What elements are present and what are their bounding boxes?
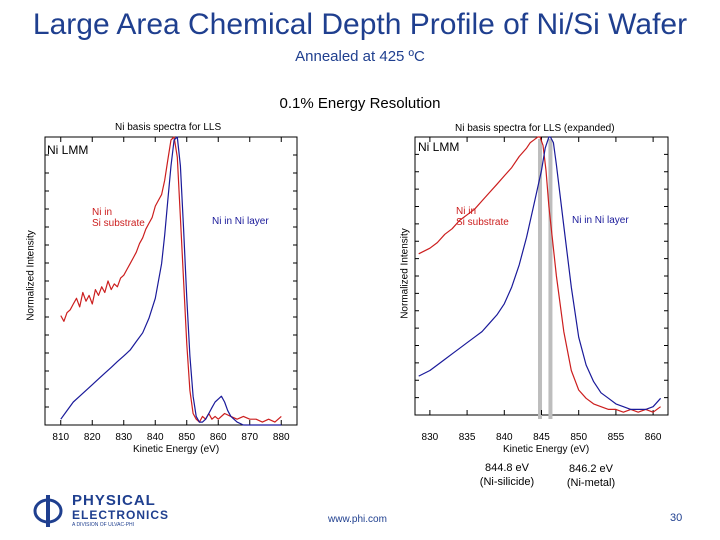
series-line-ni-in-ni-layer xyxy=(60,136,282,426)
left-chart-xlabel: Kinetic Energy (eV) xyxy=(133,444,220,455)
marker-metal-name: (Ni-metal) xyxy=(566,477,616,489)
right-chart: 830 835 840 845 850 855 860 xyxy=(414,136,669,443)
x-tick-label: 850 xyxy=(178,432,195,443)
right-annotation-substrate-line1: Ni in xyxy=(456,206,477,217)
x-tick-label: 820 xyxy=(84,432,101,443)
right-chart-xlabel: Kinetic Energy (eV) xyxy=(503,444,590,455)
x-tick-label: 840 xyxy=(147,432,164,443)
slide-subtitle: Annealed at 425 ºC xyxy=(295,48,425,65)
left-chart-title: Ni basis spectra for LLS xyxy=(115,122,222,133)
marker-metal-energy: 846.2 eV xyxy=(568,463,614,475)
company-logo: PHYSICAL ELECTRONICS A DIVISION OF ULVAC… xyxy=(32,492,168,528)
right-annotation-layer: Ni in Ni layer xyxy=(572,215,629,226)
energy-resolution-heading: 0.1% Energy Resolution xyxy=(279,95,441,112)
phi-logo-icon xyxy=(33,495,63,527)
left-annotation-substrate: Ni in Si substrate xyxy=(92,207,145,229)
left-annotation-substrate-line2: Si substrate xyxy=(92,218,145,229)
x-tick-label: 840 xyxy=(496,432,513,443)
series-line-ni-in-si-substrate xyxy=(418,136,661,413)
right-annotation-substrate: Ni in Si substrate xyxy=(456,206,509,228)
series-line-ni-in-ni-layer xyxy=(418,136,662,410)
left-annotation-layer: Ni in Ni layer xyxy=(212,216,269,227)
marker-silicide-energy: 844.8 eV xyxy=(484,462,530,474)
x-tick-label: 855 xyxy=(608,432,625,443)
x-tick-label: 870 xyxy=(241,432,258,443)
logo-text-physical: PHYSICAL xyxy=(72,492,156,509)
page-number: 30 xyxy=(670,512,683,524)
x-tick-label: 845 xyxy=(533,432,550,443)
x-tick-label: 860 xyxy=(645,432,662,443)
logo-text-electronics: ELECTRONICS xyxy=(72,508,170,522)
left-chart: 810 820 830 840 850 860 870 880 xyxy=(44,136,298,443)
marker-silicide-name: (Ni-silicide) xyxy=(479,476,535,488)
slide-title: Large Area Chemical Depth Profile of Ni/… xyxy=(32,8,688,41)
right-chart-label: Ni LMM xyxy=(418,140,460,154)
logo-text-division: A DIVISION OF ULVAC-PHI xyxy=(72,522,135,528)
right-chart-title: Ni basis spectra for LLS (expanded) xyxy=(455,123,615,134)
plot-frame xyxy=(44,136,298,426)
left-annotation-substrate-line1: Ni in xyxy=(92,207,113,218)
x-tick-label: 880 xyxy=(273,432,290,443)
x-tick-label: 835 xyxy=(459,432,476,443)
marker-label-metal: 846.2 eV (Ni-metal) xyxy=(551,462,631,490)
marker-label-silicide: 844.8 eV (Ni-silicide) xyxy=(467,461,547,489)
x-tick-label: 860 xyxy=(210,432,227,443)
series-line-ni-in-si-substrate xyxy=(60,136,282,423)
x-tick-label: 810 xyxy=(52,432,69,443)
x-tick-label: 850 xyxy=(570,432,587,443)
footer-url: www.phi.com xyxy=(328,514,387,525)
x-tick-label: 830 xyxy=(115,432,132,443)
left-chart-label: Ni LMM xyxy=(47,143,89,157)
x-tick-label: 830 xyxy=(422,432,439,443)
right-annotation-substrate-line2: Si substrate xyxy=(456,217,509,228)
